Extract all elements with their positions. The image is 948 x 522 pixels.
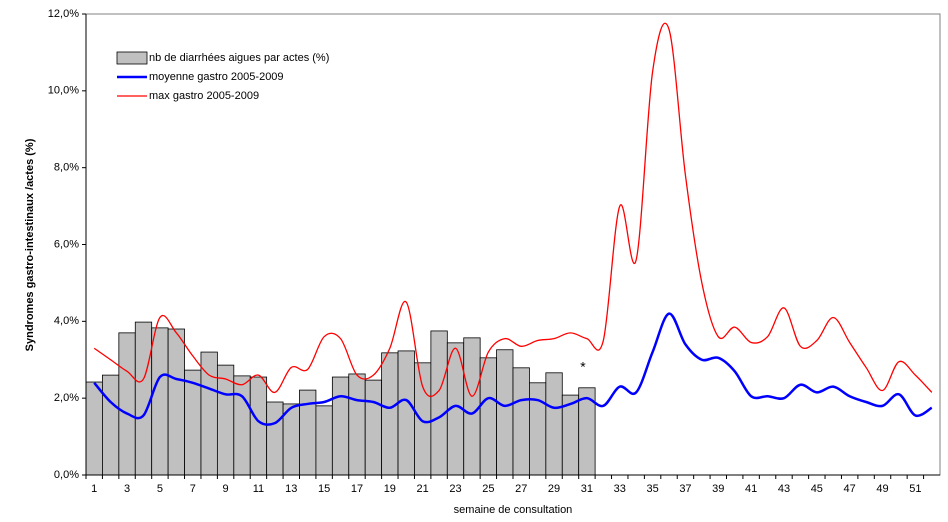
legend-label: moyenne gastro 2005-2009 (149, 71, 284, 83)
x-tick-label: 3 (124, 483, 130, 495)
bar (463, 337, 481, 476)
bar (315, 405, 333, 476)
bar (266, 401, 284, 476)
line (93, 312, 933, 426)
x-tick-label: 33 (614, 483, 626, 495)
legend-label: max gastro 2005-2009 (149, 90, 259, 102)
bar (233, 375, 251, 476)
x-tick-label: 45 (811, 483, 823, 495)
line (93, 22, 933, 398)
x-tick-label: 43 (778, 483, 790, 495)
y-tick-label: 2,0% (54, 392, 79, 404)
bar (348, 373, 366, 476)
bar (512, 367, 530, 476)
x-tick-label: 13 (285, 483, 297, 495)
bar (167, 328, 185, 476)
bar (545, 372, 563, 476)
x-tick-label: 1 (91, 483, 97, 495)
x-tick-label: 23 (449, 483, 461, 495)
y-tick-label: 10,0% (48, 85, 79, 97)
bar (134, 321, 153, 476)
x-tick-label: 51 (909, 483, 921, 495)
x-tick-label: 11 (253, 483, 264, 495)
bar (151, 327, 169, 476)
x-tick-label: 15 (318, 483, 330, 495)
bar (529, 382, 547, 476)
bar (85, 381, 103, 476)
x-tick-label: 27 (515, 483, 527, 495)
x-tick-label: 9 (223, 483, 229, 495)
y-tick-label: 0,0% (54, 469, 79, 481)
x-tick-label: 37 (679, 483, 691, 495)
y-axis-label: Syndromes gastro-intestinaux /actes (%) (24, 138, 36, 351)
bar (381, 352, 399, 476)
x-tick-label: 49 (876, 483, 888, 495)
annotation: * (580, 359, 586, 375)
bar (496, 349, 514, 476)
x-tick-label: 31 (581, 483, 593, 495)
x-tick-label: 17 (351, 483, 363, 495)
bar (102, 374, 120, 476)
bar (364, 379, 383, 476)
x-tick-label: 7 (190, 483, 196, 495)
legend-label: nb de diarrhées aigues par actes (%) (149, 52, 329, 64)
x-tick-label: 29 (548, 483, 560, 495)
bar (118, 332, 136, 476)
legend-swatch (116, 51, 148, 65)
x-tick-label: 41 (745, 483, 757, 495)
y-tick-label: 6,0% (54, 238, 79, 250)
bar (249, 376, 268, 476)
x-tick-label: 5 (157, 483, 163, 495)
bar (331, 376, 350, 476)
bar (479, 357, 497, 476)
bar (414, 362, 432, 476)
x-tick-label: 21 (417, 483, 429, 495)
x-tick-label: 19 (384, 483, 396, 495)
bar (430, 330, 448, 476)
x-tick-label: 39 (712, 483, 724, 495)
x-tick-label: 35 (646, 483, 658, 495)
x-tick-label: 47 (844, 483, 856, 495)
bar (397, 350, 415, 476)
x-axis-label: semaine de consultation (454, 504, 573, 516)
y-tick-label: 8,0% (54, 162, 79, 174)
x-tick-label: 25 (482, 483, 494, 495)
y-tick-label: 12,0% (48, 8, 79, 20)
y-tick-label: 4,0% (54, 315, 79, 327)
